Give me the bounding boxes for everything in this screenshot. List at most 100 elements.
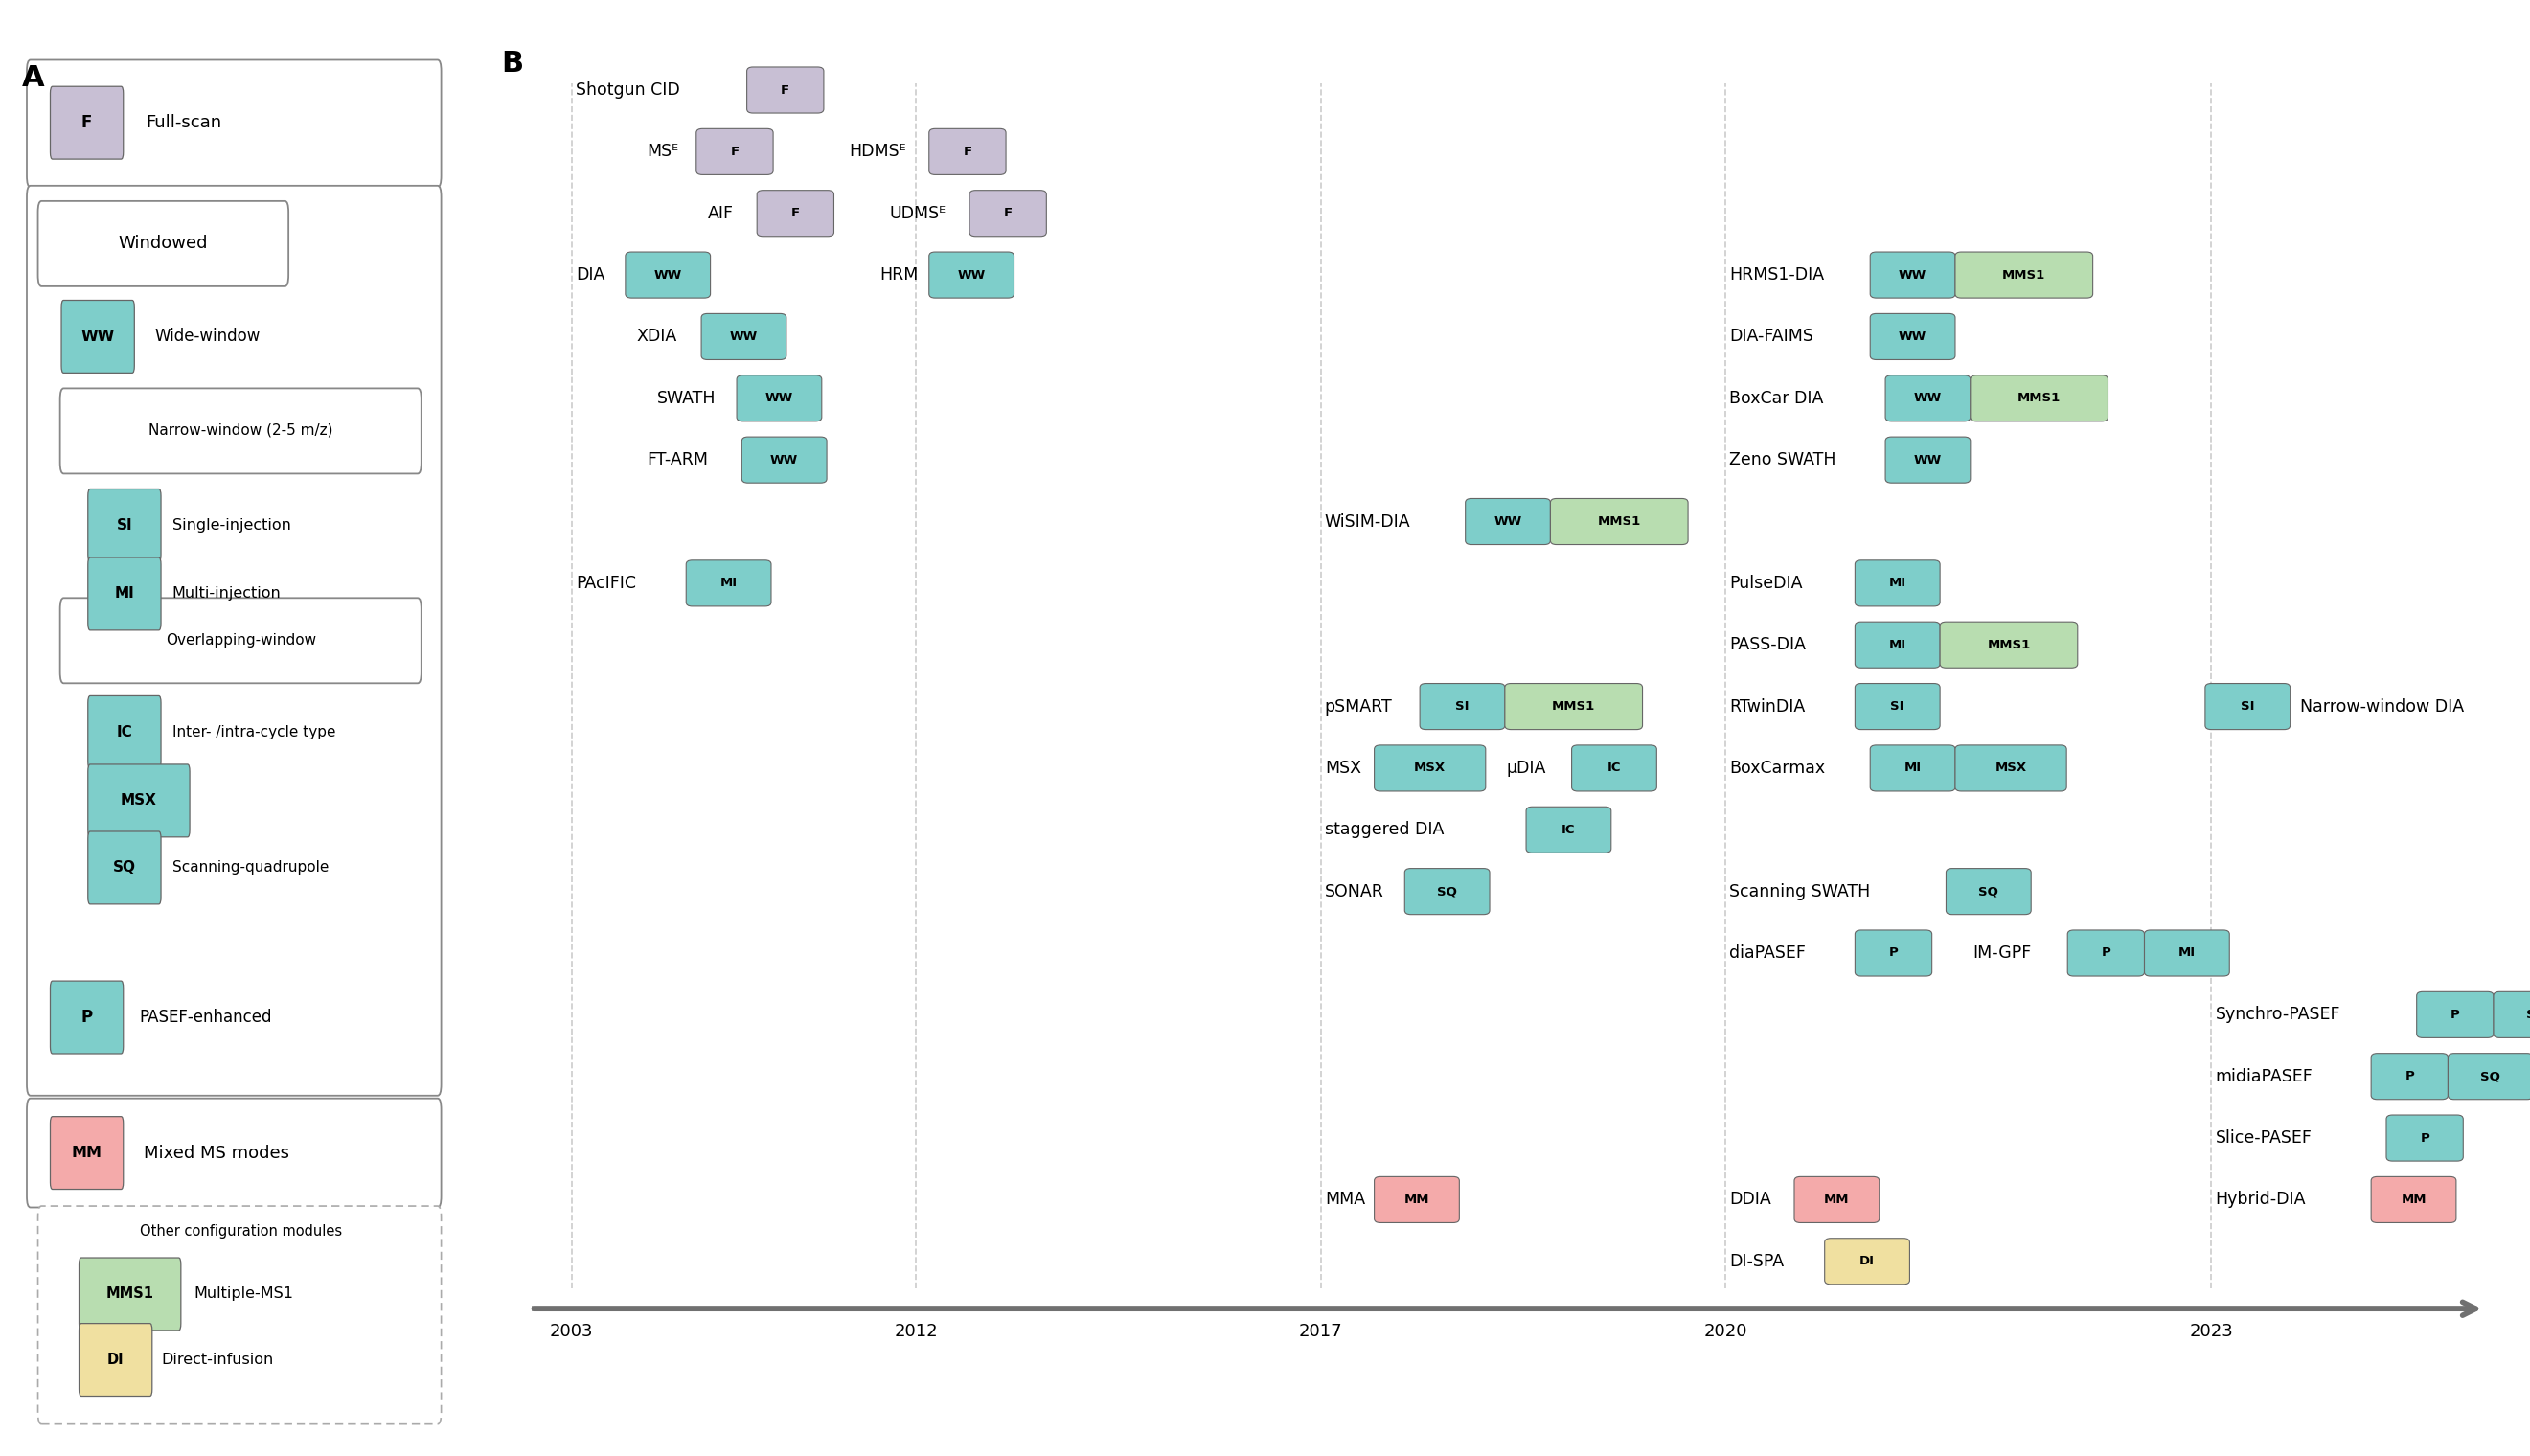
Text: Narrow-window (2-5 m/z): Narrow-window (2-5 m/z) bbox=[149, 424, 334, 437]
Text: P: P bbox=[2406, 1070, 2414, 1083]
Text: SQ: SQ bbox=[2525, 1009, 2530, 1021]
Text: IC: IC bbox=[1561, 824, 1576, 836]
Text: A: A bbox=[20, 64, 43, 92]
FancyBboxPatch shape bbox=[1505, 683, 1642, 729]
Text: MSᴱ: MSᴱ bbox=[648, 143, 678, 160]
Text: DI: DI bbox=[1860, 1255, 1875, 1268]
FancyBboxPatch shape bbox=[2371, 1053, 2449, 1099]
FancyBboxPatch shape bbox=[78, 1258, 182, 1331]
Text: MSX: MSX bbox=[1996, 761, 2027, 775]
Text: F: F bbox=[964, 146, 972, 157]
FancyBboxPatch shape bbox=[736, 376, 822, 421]
Text: Inter- /intra-cycle type: Inter- /intra-cycle type bbox=[172, 725, 336, 740]
FancyBboxPatch shape bbox=[1870, 252, 1956, 298]
Text: WW: WW bbox=[764, 392, 794, 405]
FancyBboxPatch shape bbox=[89, 764, 190, 837]
Text: IC: IC bbox=[116, 725, 132, 740]
Text: Full-scan: Full-scan bbox=[147, 114, 220, 131]
FancyBboxPatch shape bbox=[1885, 437, 1971, 483]
Text: SI: SI bbox=[2242, 700, 2254, 713]
Text: BoxCar DIA: BoxCar DIA bbox=[1731, 390, 1824, 406]
FancyBboxPatch shape bbox=[686, 561, 772, 606]
Text: HRMS1-DIA: HRMS1-DIA bbox=[1731, 266, 1824, 284]
Text: F: F bbox=[81, 114, 91, 131]
Text: 2012: 2012 bbox=[893, 1324, 939, 1341]
Text: IC: IC bbox=[1607, 761, 1622, 775]
FancyBboxPatch shape bbox=[2386, 1115, 2464, 1160]
Text: WW: WW bbox=[1493, 515, 1523, 529]
Text: MM: MM bbox=[71, 1146, 101, 1160]
Text: RTwinDIA: RTwinDIA bbox=[1731, 697, 1806, 715]
FancyBboxPatch shape bbox=[625, 252, 711, 298]
Text: 2017: 2017 bbox=[1298, 1324, 1343, 1341]
Text: 2020: 2020 bbox=[1703, 1324, 1748, 1341]
FancyBboxPatch shape bbox=[969, 191, 1047, 236]
FancyBboxPatch shape bbox=[1374, 745, 1485, 791]
Text: 2023: 2023 bbox=[2188, 1324, 2234, 1341]
Text: DI-SPA: DI-SPA bbox=[1731, 1252, 1784, 1270]
FancyBboxPatch shape bbox=[696, 128, 774, 175]
FancyBboxPatch shape bbox=[1971, 376, 2107, 421]
FancyBboxPatch shape bbox=[28, 60, 440, 186]
FancyBboxPatch shape bbox=[1794, 1176, 1880, 1223]
Text: Hybrid-DIA: Hybrid-DIA bbox=[2216, 1191, 2305, 1208]
FancyBboxPatch shape bbox=[89, 696, 162, 769]
Text: diaPASEF: diaPASEF bbox=[1731, 945, 1806, 962]
FancyBboxPatch shape bbox=[1824, 1238, 1910, 1284]
FancyBboxPatch shape bbox=[51, 981, 124, 1054]
Text: P: P bbox=[2102, 946, 2110, 960]
Text: Synchro-PASEF: Synchro-PASEF bbox=[2216, 1006, 2340, 1024]
Text: WiSIM-DIA: WiSIM-DIA bbox=[1326, 513, 1412, 530]
Text: WW: WW bbox=[1898, 269, 1928, 281]
Text: DIA-FAIMS: DIA-FAIMS bbox=[1731, 328, 1814, 345]
FancyBboxPatch shape bbox=[61, 389, 423, 473]
Text: PASEF-enhanced: PASEF-enhanced bbox=[139, 1009, 271, 1026]
FancyBboxPatch shape bbox=[51, 1117, 124, 1190]
FancyBboxPatch shape bbox=[2067, 930, 2145, 976]
FancyBboxPatch shape bbox=[1870, 313, 1956, 360]
FancyBboxPatch shape bbox=[1870, 745, 1956, 791]
Text: staggered DIA: staggered DIA bbox=[1326, 821, 1445, 839]
Text: DIA: DIA bbox=[577, 266, 605, 284]
Text: MI: MI bbox=[1905, 761, 1920, 775]
FancyBboxPatch shape bbox=[2145, 930, 2229, 976]
Text: Direct-infusion: Direct-infusion bbox=[162, 1353, 273, 1367]
Text: MMS1: MMS1 bbox=[106, 1287, 154, 1302]
Text: Scanning-quadrupole: Scanning-quadrupole bbox=[172, 860, 329, 875]
FancyBboxPatch shape bbox=[1854, 683, 1941, 729]
FancyBboxPatch shape bbox=[1956, 745, 2067, 791]
Text: FT-ARM: FT-ARM bbox=[648, 451, 708, 469]
FancyBboxPatch shape bbox=[1854, 622, 1941, 668]
Text: Wide-window: Wide-window bbox=[154, 328, 261, 345]
Text: Multiple-MS1: Multiple-MS1 bbox=[195, 1287, 293, 1302]
FancyBboxPatch shape bbox=[741, 437, 827, 483]
FancyBboxPatch shape bbox=[51, 86, 124, 159]
Text: P: P bbox=[2421, 1131, 2429, 1144]
Text: Narrow-window DIA: Narrow-window DIA bbox=[2300, 697, 2464, 715]
Text: F: F bbox=[1004, 207, 1012, 220]
Text: MMA: MMA bbox=[1326, 1191, 1366, 1208]
FancyBboxPatch shape bbox=[1404, 868, 1490, 914]
Text: F: F bbox=[782, 84, 789, 96]
FancyBboxPatch shape bbox=[89, 489, 162, 562]
Text: F: F bbox=[792, 207, 799, 220]
Text: MSX: MSX bbox=[1414, 761, 1445, 775]
FancyBboxPatch shape bbox=[1551, 498, 1688, 545]
Text: HRM: HRM bbox=[880, 266, 918, 284]
Text: Other configuration modules: Other configuration modules bbox=[139, 1224, 342, 1239]
FancyBboxPatch shape bbox=[78, 1324, 152, 1396]
Text: MMS1: MMS1 bbox=[1986, 639, 2032, 651]
Text: WW: WW bbox=[729, 331, 759, 342]
Text: WW: WW bbox=[653, 269, 683, 281]
FancyBboxPatch shape bbox=[61, 598, 423, 683]
FancyBboxPatch shape bbox=[38, 1206, 440, 1424]
FancyBboxPatch shape bbox=[701, 313, 787, 360]
FancyArrowPatch shape bbox=[534, 1302, 2477, 1315]
Text: DDIA: DDIA bbox=[1731, 1191, 1771, 1208]
Text: SQ: SQ bbox=[1978, 885, 1999, 898]
Text: B: B bbox=[501, 50, 524, 77]
Text: Scanning SWATH: Scanning SWATH bbox=[1731, 882, 1870, 900]
Text: SI: SI bbox=[1890, 700, 1905, 713]
Text: IM-GPF: IM-GPF bbox=[1973, 945, 2032, 962]
FancyBboxPatch shape bbox=[1465, 498, 1551, 545]
